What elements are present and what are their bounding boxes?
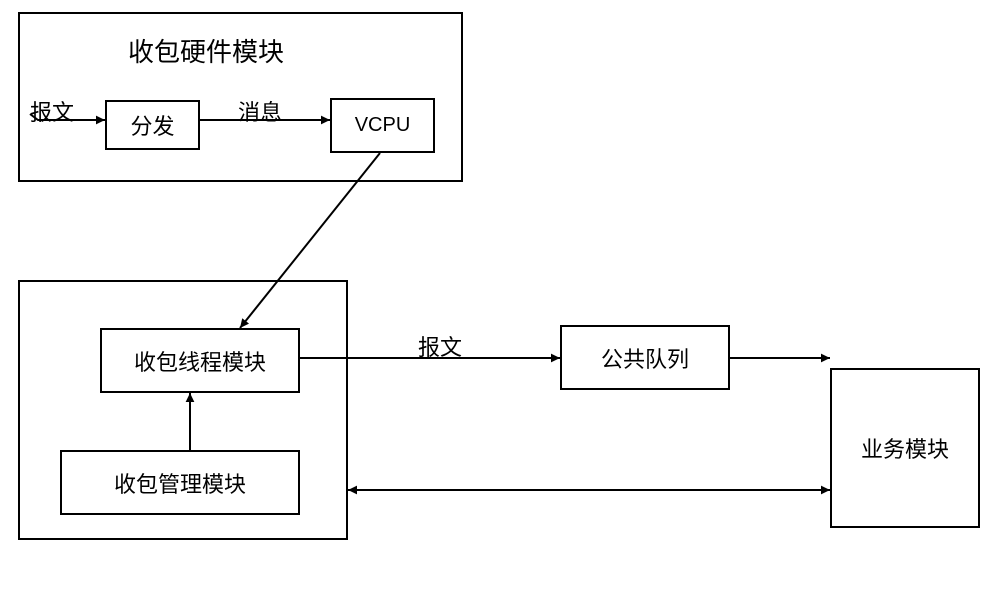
recv-thread-label: 收包线程模块	[134, 345, 266, 377]
top-container-title: 收包硬件模块	[128, 32, 284, 69]
container-to-business	[348, 486, 830, 495]
business-box: 业务模块	[830, 368, 980, 528]
packet-in-label: 报文	[30, 95, 74, 127]
packet-out-label: 报文	[418, 330, 462, 362]
distribute-label: 分发	[130, 109, 174, 141]
public-queue-box: 公共队列	[560, 325, 730, 390]
business-label: 业务模块	[861, 432, 949, 464]
distribute-box: 分发	[105, 100, 200, 150]
recv-thread-box: 收包线程模块	[100, 328, 300, 393]
public-queue-label: 公共队列	[601, 342, 689, 374]
vcpu-box: VCPU	[330, 98, 435, 153]
recv-manage-label: 收包管理模块	[114, 467, 246, 499]
message-label: 消息	[238, 95, 282, 127]
recv-manage-box: 收包管理模块	[60, 450, 300, 515]
public-queue-to-business	[730, 354, 830, 363]
vcpu-label: VCPU	[355, 114, 411, 137]
